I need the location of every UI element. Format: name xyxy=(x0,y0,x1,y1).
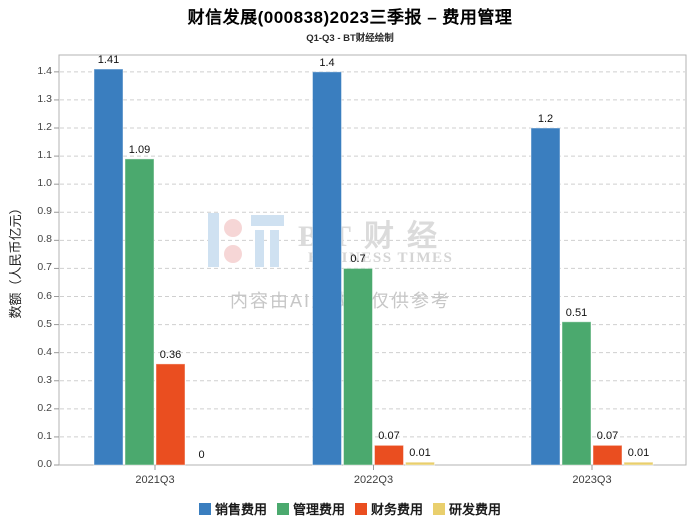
bar-销售费用-2021Q3 xyxy=(93,68,124,466)
page-subtitle: Q1-Q3 - BT财经绘制 xyxy=(306,33,394,44)
bar-财务费用-2021Q3 xyxy=(155,363,186,466)
bar-销售费用-2022Q3 xyxy=(312,71,342,466)
legend-label: 销售费用 xyxy=(214,502,267,517)
legend-item-管理费用: 管理费用 xyxy=(276,499,345,518)
legend-swatch-icon xyxy=(276,502,289,515)
legend-item-财务费用: 财务费用 xyxy=(355,499,423,518)
page-title: 财信发展(000838)2023三季报 – 费用管理 xyxy=(187,8,513,27)
legend-label: 研发费用 xyxy=(449,502,502,517)
bar-管理费用-2021Q3 xyxy=(124,158,155,466)
legend-item-销售费用: 销售费用 xyxy=(198,499,267,518)
bar-财务费用-2023Q3 xyxy=(592,444,623,466)
legend-label: 管理费用 xyxy=(292,502,345,517)
legend-swatch-icon xyxy=(355,502,367,515)
legend-swatch-icon xyxy=(433,502,446,515)
legend-item-研发费用: 研发费用 xyxy=(433,499,501,518)
legend: 销售费用 管理费用 财务费用 研发费用 xyxy=(0,499,700,518)
bar-销售费用-2023Q3 xyxy=(530,127,561,466)
bar-管理费用-2023Q3 xyxy=(561,321,592,466)
legend-label: 财务费用 xyxy=(371,502,424,517)
bar-研发费用-2022Q3 xyxy=(405,461,435,466)
bar-研发费用-2023Q3 xyxy=(623,461,654,466)
bar-管理费用-2022Q3 xyxy=(343,267,373,466)
bar-财务费用-2022Q3 xyxy=(374,444,404,466)
legend-swatch-icon xyxy=(198,502,211,515)
